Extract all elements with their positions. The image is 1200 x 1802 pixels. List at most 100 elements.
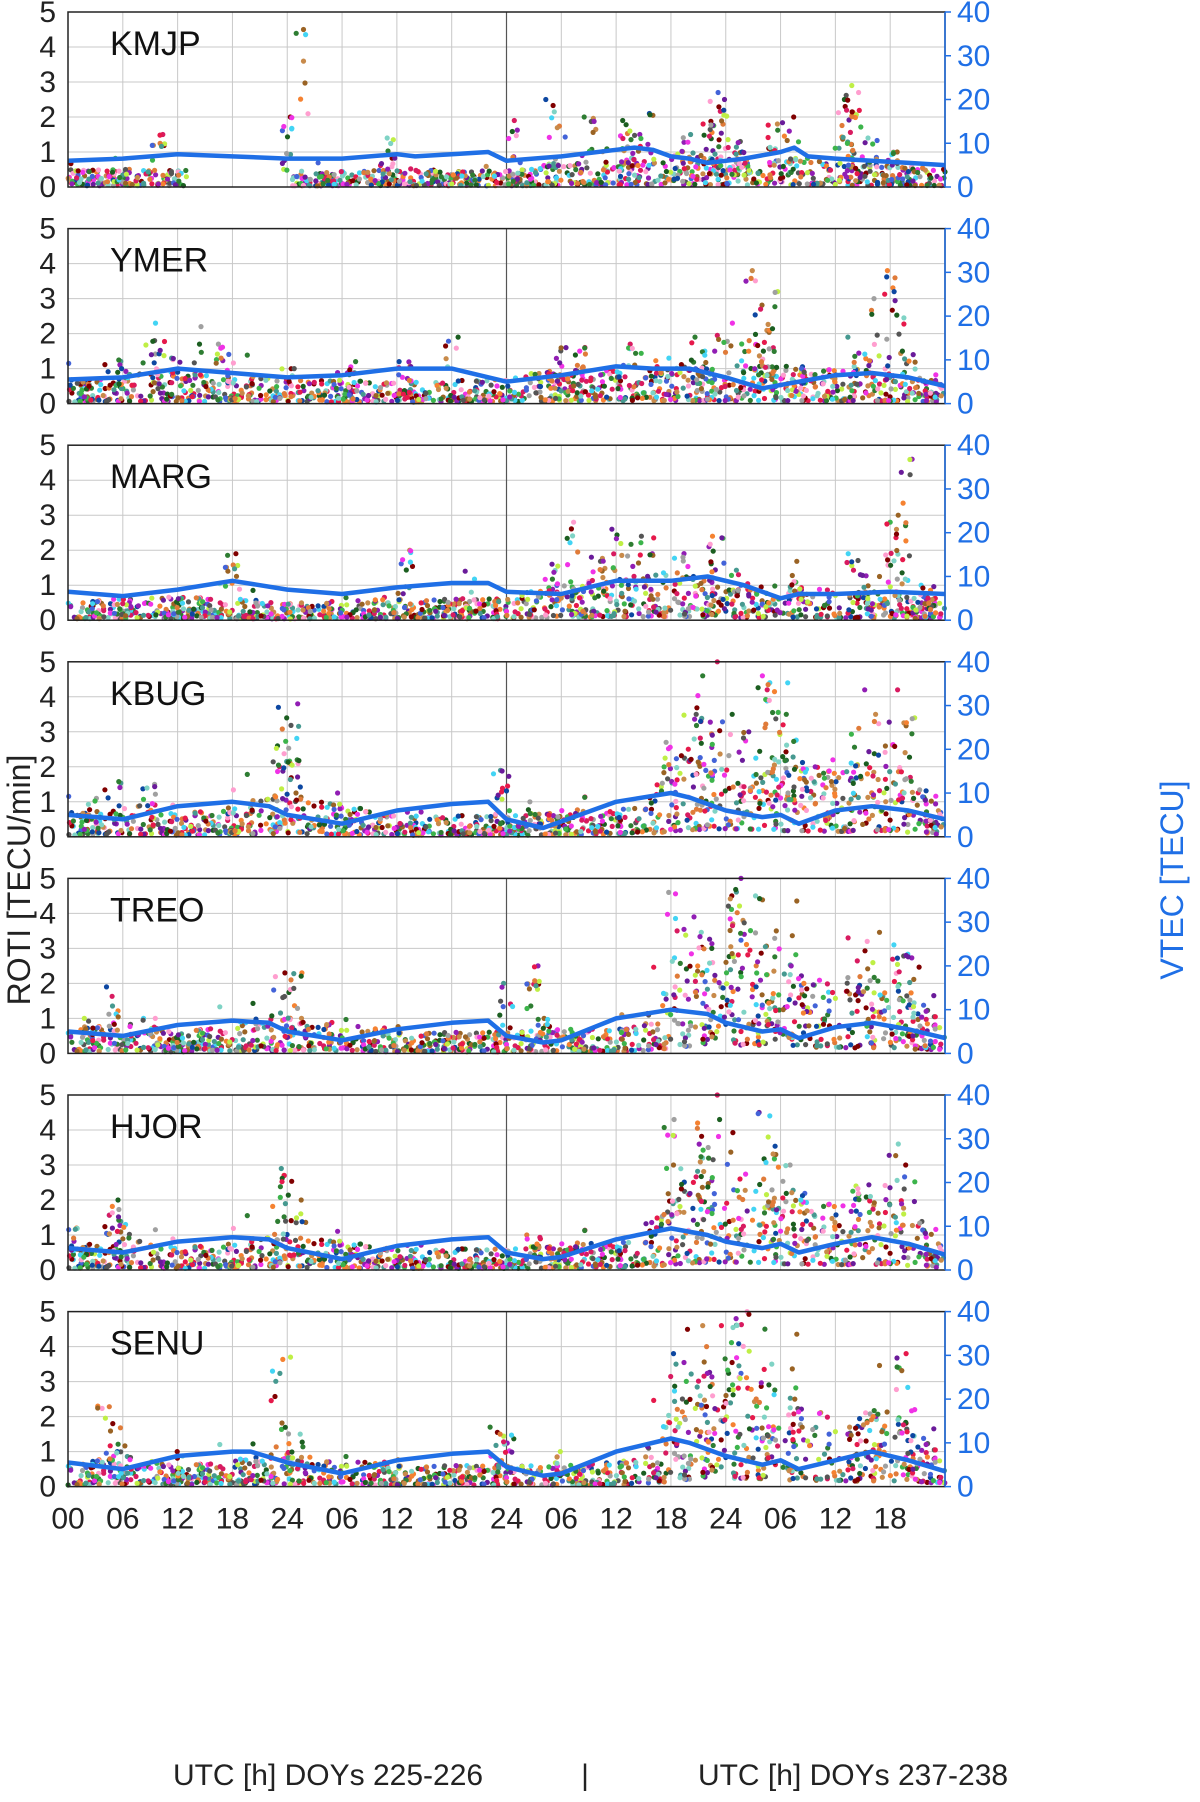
roti-point — [267, 815, 273, 821]
roti-point — [556, 168, 563, 174]
roti-point — [380, 171, 386, 177]
roti-point — [841, 163, 847, 170]
roti-point — [867, 765, 873, 771]
roti-point — [608, 375, 614, 381]
roti-point — [394, 397, 400, 403]
roti-point — [524, 180, 530, 186]
roti-spike-point — [771, 348, 777, 354]
roti-point — [866, 749, 872, 755]
roti-point — [326, 606, 332, 612]
roti-point — [837, 610, 843, 617]
roti-point — [493, 602, 499, 609]
roti-point — [313, 171, 319, 177]
roti-spike-point — [388, 140, 394, 147]
roti-spike-point — [920, 585, 926, 591]
roti-spike-point — [874, 332, 880, 338]
roti-point — [595, 171, 601, 177]
roti-spike-point — [289, 125, 295, 131]
roti-point — [909, 789, 916, 795]
roti-spike-point — [769, 326, 776, 332]
roti-point — [88, 397, 94, 403]
roti-spike-point — [888, 550, 894, 557]
roti-spike-point — [625, 553, 631, 559]
roti-point — [363, 380, 369, 386]
roti-point — [386, 171, 392, 177]
roti-point — [629, 397, 636, 403]
y-left-tick-label: 1 — [39, 569, 56, 602]
roti-point — [848, 382, 854, 388]
roti-point — [883, 811, 889, 817]
roti-spike-point — [899, 581, 905, 587]
roti-point — [837, 160, 843, 166]
roti-spike-point — [901, 321, 907, 327]
roti-point — [413, 167, 419, 173]
roti-point — [636, 175, 642, 181]
roti-point — [904, 182, 910, 188]
roti-spike-point — [471, 597, 477, 603]
roti-point — [619, 552, 625, 559]
roti-spike-point — [226, 351, 232, 357]
roti-spike-point — [909, 390, 915, 396]
roti-point — [880, 180, 886, 186]
roti-spike-point — [567, 540, 573, 546]
roti-point — [863, 761, 869, 767]
roti-point — [735, 394, 741, 400]
roti-point — [814, 393, 820, 399]
roti-point — [761, 395, 768, 402]
roti-point — [619, 590, 625, 596]
roti-point — [881, 382, 887, 388]
roti-point — [208, 607, 214, 613]
roti-spike-point — [706, 133, 713, 139]
roti-point — [568, 397, 575, 403]
roti-spike-point — [626, 171, 632, 177]
roti-point — [333, 385, 340, 391]
roti-spike-point — [774, 121, 781, 127]
roti-point — [118, 396, 124, 402]
roti-point — [882, 596, 888, 602]
roti-spike-point — [707, 541, 713, 547]
roti-point — [752, 388, 758, 394]
roti-point — [106, 174, 112, 180]
roti-spike-point — [554, 125, 560, 131]
roti-spike-point — [845, 162, 852, 168]
roti-point — [230, 787, 236, 793]
roti-point — [423, 171, 429, 177]
roti-point — [479, 379, 485, 385]
roti-point — [299, 168, 305, 174]
roti-point — [649, 182, 655, 188]
roti-point — [537, 389, 543, 395]
roti-point — [831, 611, 837, 617]
roti-spike-point — [719, 535, 725, 541]
roti-spike-point — [680, 558, 686, 564]
roti-point — [344, 614, 350, 620]
roti-point — [138, 398, 144, 404]
roti-spike-point — [288, 394, 294, 400]
roti-point — [920, 165, 926, 171]
roti-spike-point — [692, 334, 698, 340]
roti-point — [351, 806, 357, 812]
roti-point — [917, 787, 923, 793]
roti-point — [643, 590, 649, 596]
roti-point — [510, 171, 516, 177]
roti-point — [568, 823, 574, 829]
roti-point — [711, 757, 717, 764]
roti-point — [901, 395, 907, 401]
roti-spike-point — [638, 533, 645, 539]
y-right-tick-label: 30 — [957, 473, 990, 506]
roti-spike-point — [198, 324, 204, 330]
roti-point — [681, 139, 687, 145]
roti-point — [732, 167, 738, 173]
roti-point — [595, 823, 601, 830]
roti-spike-point — [721, 107, 727, 113]
roti-point — [494, 383, 500, 389]
roti-spike-point — [549, 597, 555, 603]
roti-point — [486, 393, 492, 399]
roti-spike-point — [835, 110, 842, 116]
roti-point — [915, 169, 921, 176]
y-right-tick-label: 10 — [957, 127, 990, 160]
roti-point — [183, 174, 189, 180]
roti-point — [821, 602, 828, 609]
roti-point — [785, 387, 791, 394]
roti-point — [923, 818, 929, 824]
roti-point — [820, 381, 826, 387]
